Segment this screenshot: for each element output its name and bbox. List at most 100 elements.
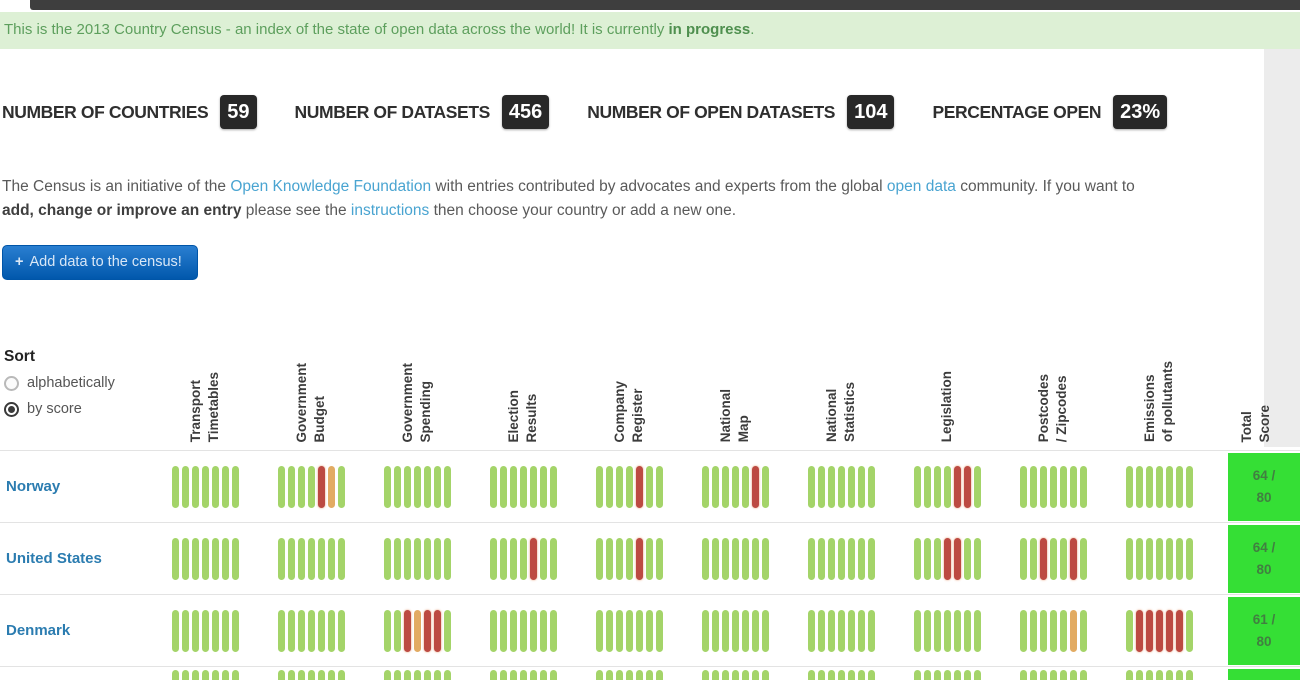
score-bars	[807, 609, 875, 652]
total-score-cell: 64 / 80	[1212, 523, 1300, 594]
score-bar-green	[1125, 465, 1133, 508]
score-bar-green	[307, 609, 315, 652]
score-bars	[701, 465, 769, 508]
dataset-cell-0	[152, 537, 258, 580]
score-bar-green	[625, 670, 633, 680]
stat-item-3: PERCENTAGE OPEN 23%	[932, 95, 1168, 129]
score-bar-green	[625, 609, 633, 652]
score-bar-green	[181, 465, 189, 508]
score-bar-green	[1185, 537, 1193, 580]
plus-icon: +	[15, 254, 24, 271]
score-bar-green	[923, 609, 931, 652]
score-bar-green	[711, 609, 719, 652]
score-bar-green	[1039, 670, 1047, 680]
score-bar-green	[1069, 670, 1077, 680]
score-bars	[701, 670, 769, 680]
score-bar-green	[711, 537, 719, 580]
score-bar-red	[1155, 609, 1163, 652]
score-bar-green	[701, 670, 709, 680]
intro-link[interactable]: open data	[886, 178, 956, 195]
add-data-button[interactable]: + Add data to the census!	[2, 245, 198, 281]
intro-text: with entries contributed by advocates an…	[431, 178, 887, 195]
score-bar-green	[529, 465, 537, 508]
score-bar-green	[1155, 537, 1163, 580]
score-bar-green	[211, 465, 219, 508]
score-bar-green	[1165, 465, 1173, 508]
score-bar-green	[221, 609, 229, 652]
column-header-label: Election Results	[505, 389, 539, 443]
score-bar-green	[509, 670, 517, 680]
score-bar-green	[327, 670, 335, 680]
score-bar-green	[837, 537, 845, 580]
score-bars	[1125, 609, 1193, 652]
score-bar-green	[605, 465, 613, 508]
score-bar-green	[403, 465, 411, 508]
score-bar-green	[509, 537, 517, 580]
country-cell: Denmark	[0, 622, 152, 639]
intro-link[interactable]: Open Knowledge Foundation	[230, 178, 432, 195]
score-bar-orange	[413, 609, 421, 652]
total-score-value: 64 / 80	[1228, 524, 1300, 593]
census-table: Sort alphabetically by score Transport Ti…	[0, 304, 1300, 680]
score-bar-green	[731, 609, 739, 652]
dataset-cell-6	[788, 609, 894, 652]
intro-link[interactable]: instructions	[350, 202, 430, 220]
score-bar-green	[1185, 670, 1193, 680]
score-bar-green	[711, 670, 719, 680]
score-bar-green	[413, 465, 421, 508]
score-bar-green	[519, 609, 527, 652]
score-bar-green	[1155, 670, 1163, 680]
score-bar-green	[307, 465, 315, 508]
score-bar-green	[721, 465, 729, 508]
column-header-label: Transport Timetables	[187, 371, 221, 443]
radio-icon[interactable]	[4, 401, 19, 417]
score-bars	[913, 670, 981, 680]
score-bar-green	[615, 609, 623, 652]
score-bar-green	[1059, 465, 1067, 508]
dataset-cell-5	[682, 609, 788, 652]
score-bar-green	[933, 670, 941, 680]
progress-banner: This is the 2013 Country Census - an ind…	[0, 12, 1300, 49]
score-bar-green	[489, 609, 497, 652]
score-bar-green	[181, 609, 189, 652]
dataset-cell-3	[470, 609, 576, 652]
stat-label: NUMBER OF DATASETS	[294, 101, 491, 122]
column-header-label: Emissions of pollutants	[1141, 361, 1175, 443]
score-bars	[913, 465, 981, 508]
sort-option-alphabetically[interactable]: alphabetically	[4, 375, 152, 391]
score-bars	[913, 537, 981, 580]
intro-paragraph: The Census is an initiative of the Open …	[2, 175, 1157, 223]
country-link[interactable]: Denmark	[6, 622, 71, 640]
right-edge-strip	[1264, 49, 1300, 447]
score-bar-green	[423, 670, 431, 680]
score-bar-green	[1185, 465, 1193, 508]
country-link[interactable]: Norway	[6, 478, 61, 496]
dataset-cell-9	[1106, 609, 1212, 652]
table-row-denmark: Denmark 61 / 80	[0, 594, 1300, 666]
score-bar-green	[211, 537, 219, 580]
dataset-cell-9	[1106, 537, 1212, 580]
score-bar-green	[327, 537, 335, 580]
score-bars	[807, 537, 875, 580]
dataset-cell-7	[894, 667, 1000, 680]
score-bar-green	[1019, 465, 1027, 508]
score-bar-green	[277, 537, 285, 580]
sort-option-by-score[interactable]: by score	[4, 401, 152, 417]
score-bar-green	[1175, 670, 1183, 680]
score-bar-green	[913, 670, 921, 680]
score-bar-green	[741, 537, 749, 580]
score-bar-red	[403, 609, 411, 652]
score-bar-green	[171, 609, 179, 652]
score-bar-green	[337, 465, 345, 508]
score-bar-green	[807, 609, 815, 652]
country-link[interactable]: United States	[6, 550, 102, 568]
score-bar-green	[615, 537, 623, 580]
stat-item-0: NUMBER OF COUNTRIES 59	[2, 95, 257, 129]
score-bars	[489, 609, 557, 652]
total-score-value	[1228, 669, 1300, 680]
score-bar-green	[1049, 670, 1057, 680]
radio-icon[interactable]	[4, 375, 19, 391]
score-bar-green	[857, 609, 865, 652]
score-bar-green	[549, 465, 557, 508]
score-bar-green	[277, 465, 285, 508]
